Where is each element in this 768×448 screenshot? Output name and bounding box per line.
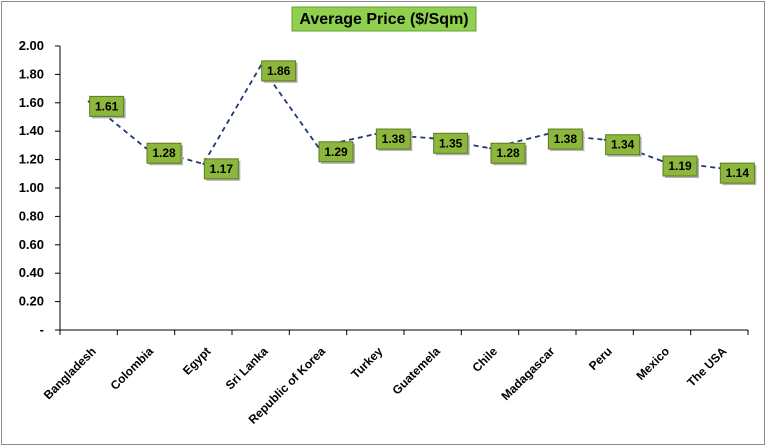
y-tick-label: 2.00	[19, 38, 44, 53]
chart-title: Average Price ($/Sqm)	[299, 11, 468, 28]
data-label: 1.28	[496, 146, 520, 160]
data-label-box	[605, 134, 641, 156]
data-label-box	[490, 142, 526, 164]
data-label-box	[146, 142, 182, 164]
chart-title-group: Average Price ($/Sqm)	[291, 6, 477, 32]
y-tick-label: 0.60	[19, 237, 44, 252]
data-label-box	[203, 158, 239, 180]
y-tick-label: 1.80	[19, 66, 44, 81]
y-tick-label: -	[40, 322, 44, 337]
y-tick-label: 0.80	[19, 208, 44, 223]
data-label: 1.86	[267, 64, 291, 78]
data-label: 1.29	[324, 145, 348, 159]
data-label-box	[433, 132, 469, 154]
x-tick-label: Colombia	[108, 344, 157, 393]
data-label-box	[318, 141, 354, 163]
data-label-box	[719, 162, 755, 184]
x-tick-label: Turkey	[348, 344, 385, 381]
y-tick-label: 0.20	[19, 294, 44, 309]
data-label: 1.14	[726, 166, 750, 180]
y-tick-label: 1.40	[19, 123, 44, 138]
x-tick-label: Bangladesh	[41, 344, 99, 402]
axes: - 0.20 0.40 0.60 0.80 1.00 1.20 1.40 1.60 1.80 2.0…	[19, 38, 749, 427]
data-label-box	[547, 128, 583, 150]
x-tick-label: Egypt	[180, 344, 213, 377]
x-tick-label: Sri Lanka	[223, 344, 271, 392]
data-label-box	[261, 60, 297, 82]
data-label: 1.19	[668, 159, 692, 173]
plot-area: 1.61 1.28 1.17 1.86 1.29 1.38 1.35 1.28 1.38 1.34…	[87, 60, 757, 186]
data-label: 1.35	[439, 136, 463, 150]
data-label-box	[375, 128, 411, 150]
chart-title-box	[291, 6, 477, 32]
data-label: 1.28	[152, 146, 176, 160]
data-label: 1.61	[95, 99, 119, 113]
x-tick-label: Madagascar	[498, 344, 557, 403]
x-tick-label: Chile	[469, 344, 500, 375]
y-tick-label: 1.00	[19, 180, 44, 195]
data-label: 1.34	[611, 138, 635, 152]
data-label-box	[662, 155, 698, 177]
data-label: 1.38	[554, 132, 578, 146]
y-tick-label: 1.60	[19, 95, 44, 110]
x-tick-label: Mexico	[633, 344, 672, 383]
data-label: 1.17	[210, 162, 234, 176]
data-label: 1.38	[382, 132, 406, 146]
y-tick-label: 1.20	[19, 152, 44, 167]
data-label-box	[89, 95, 125, 117]
y-tick-label: 0.40	[19, 265, 44, 280]
x-tick-label: The USA	[684, 344, 729, 389]
x-tick-label: Peru	[586, 344, 615, 373]
x-tick-label: Guatemela	[390, 344, 444, 398]
